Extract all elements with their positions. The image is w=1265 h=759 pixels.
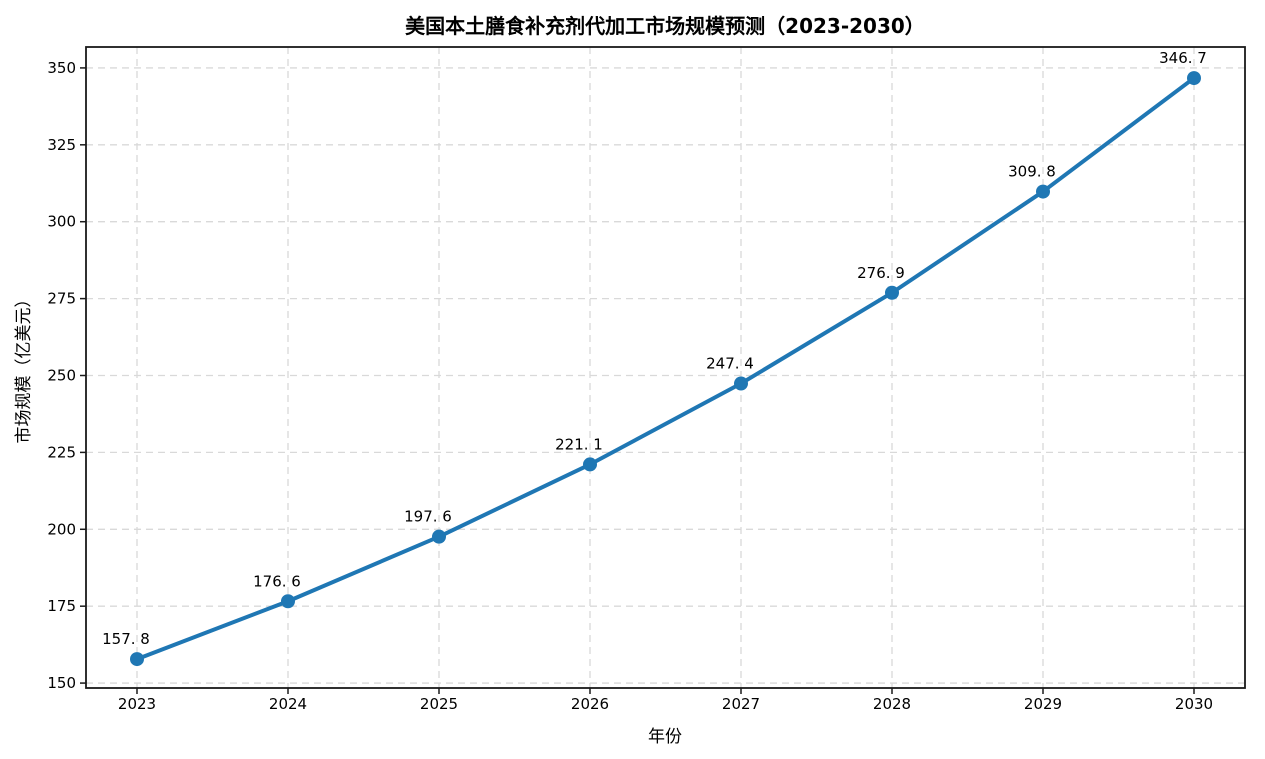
y-tick-label: 250 (47, 366, 76, 384)
data-point-marker (281, 594, 295, 609)
x-tick-label: 2023 (118, 695, 156, 713)
data-point-marker (432, 529, 446, 544)
data-point-label: 247. 4 (706, 354, 754, 372)
x-tick-label: 2026 (571, 695, 609, 713)
x-tick-label: 2028 (873, 695, 911, 713)
x-tick-label: 2029 (1024, 695, 1062, 713)
data-point-marker (130, 652, 144, 667)
data-point-marker (885, 285, 899, 300)
data-series (130, 71, 1201, 667)
plot-border-rect (85, 46, 1246, 689)
grid-lines (86, 47, 1245, 688)
data-point-marker (1036, 184, 1050, 199)
data-point-marker (583, 457, 597, 472)
data-point-marker (1187, 71, 1201, 86)
x-axis-label: 年份 (648, 727, 682, 747)
y-axis-label: 市场规模（亿美元） (14, 291, 34, 444)
plot-border (85, 46, 1246, 689)
y-tick-label: 225 (47, 443, 76, 461)
x-tick-label: 2027 (722, 695, 760, 713)
y-tick-label: 275 (47, 290, 76, 308)
data-point-labels: 157. 8 176. 6 197. 6 221. 1 247. 4 276. 9 309.… (102, 49, 1207, 648)
series-line (135, 76, 1196, 662)
x-tick-label: 2024 (269, 695, 307, 713)
data-point-label: 197. 6 (404, 508, 452, 526)
data-point-label: 346. 7 (1159, 49, 1207, 67)
x-tick-label: 2030 (1175, 695, 1213, 713)
y-tick-label: 300 (47, 213, 76, 231)
data-point-label: 309. 8 (1008, 163, 1056, 181)
y-tick-label: 150 (47, 674, 76, 692)
axis-ticks (80, 67, 1195, 694)
x-tick-label: 2025 (420, 695, 458, 713)
tick-labels: 150 175 200 225 250 275 300 325 350 2023 2024 2025 2… (47, 59, 1213, 713)
y-tick-label: 200 (47, 520, 76, 538)
y-tick-label: 350 (47, 59, 76, 77)
data-point-label: 157. 8 (102, 630, 150, 648)
data-point-label: 176. 6 (253, 572, 301, 590)
data-point-marker (734, 376, 748, 391)
chart-title: 美国本土膳食补充剂代加工市场规模预测（2023-2030） (405, 14, 925, 38)
y-tick-label: 325 (47, 136, 76, 154)
y-tick-label: 175 (47, 597, 76, 615)
data-point-label: 221. 1 (555, 435, 603, 453)
data-point-label: 276. 9 (857, 264, 905, 282)
